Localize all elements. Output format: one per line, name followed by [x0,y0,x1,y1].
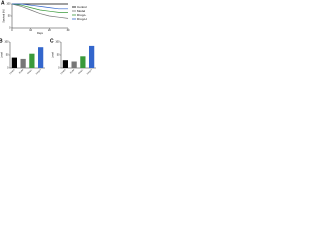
survival-line [12,3,68,10]
y-tick-label: 50 [57,54,60,57]
x-tick-label: Drug-H [87,69,93,75]
bar [20,58,26,68]
panel-label: A [1,0,5,6]
bar [71,61,77,68]
y-tick-label: 100 [6,3,11,6]
x-tick-label: Control [60,68,67,75]
x-tick-label: Drug-H [36,69,42,75]
x-axis-label: Days [37,32,43,35]
y-axis-label: Level [52,52,55,58]
bar [80,56,86,68]
legend-label: Control [77,5,87,9]
x-tick-label: 10 [29,29,32,32]
bar [11,57,17,68]
panel-label: B [0,38,3,44]
x-tick-label: 30 [67,29,70,32]
y-tick-label: 0 [7,67,9,70]
x-tick-label: Drug-L [78,69,84,75]
y-tick-label: 0 [9,27,11,30]
bar [89,45,95,68]
y-tick-label: 0 [58,67,60,70]
legend-label: Model [77,9,86,13]
x-tick-label: Control [9,68,16,75]
x-tick-label: Model [70,69,76,75]
bar [29,53,35,68]
y-tick-label: 50 [8,15,11,18]
bar [62,60,68,68]
y-axis-label: Level [1,52,4,58]
y-tick-label: 100 [4,41,9,44]
legend-label: Drug-L [77,13,87,17]
panel-label: C [50,38,54,44]
x-tick-label: 20 [48,29,51,32]
y-tick-label: 100 [55,41,60,44]
y-axis-label: Survival (%) [3,9,6,23]
legend-label: Drug-H [77,17,87,21]
survival-line [11,3,69,19]
y-tick-label: 50 [6,54,9,57]
x-tick-label: Model [19,69,25,75]
bar [38,47,44,68]
x-tick-label: Drug-L [27,69,33,75]
x-tick-label: 0 [11,29,13,32]
survival-line [11,3,68,13]
